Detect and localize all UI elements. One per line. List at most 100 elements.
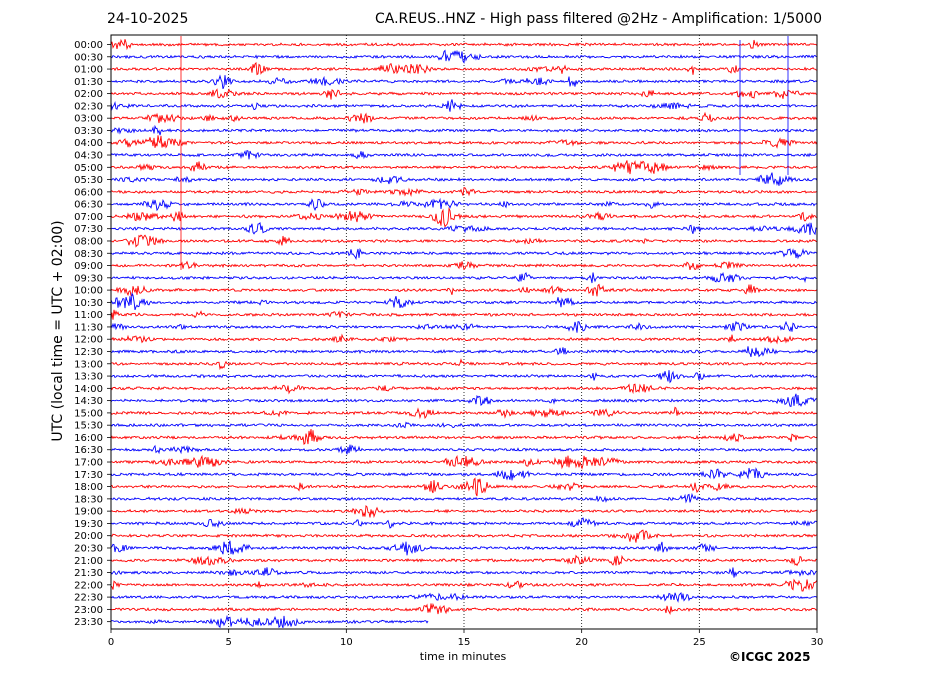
- y-tick-label: 14:30: [74, 396, 103, 407]
- trace-row-1530: [110, 421, 818, 429]
- trace-row-1330: [110, 370, 818, 384]
- y-tick-label: 21:30: [74, 568, 103, 579]
- x-axis: 0 5 10 15 20 25 30: [108, 629, 824, 648]
- trace-row-1430: [110, 393, 818, 407]
- trace-row-0100: [110, 61, 818, 76]
- y-tick-label: 19:30: [74, 519, 103, 530]
- trace-row-0930: [110, 271, 818, 284]
- trace-row-0130: [110, 74, 818, 90]
- grid-lines: [228, 35, 700, 629]
- y-tick-label: 09:30: [74, 273, 103, 284]
- y-tick-label: 12:30: [74, 347, 103, 358]
- x-tick-label: 15: [458, 637, 471, 648]
- y-tick-label: 21:00: [74, 556, 103, 567]
- trace-row-0300: [110, 111, 818, 124]
- y-tick-label: 13:30: [74, 372, 103, 383]
- copyright-credit: ©ICGC 2025: [729, 650, 811, 664]
- trace-row-2000: [110, 529, 817, 543]
- y-tick-label: 22:30: [74, 593, 103, 604]
- trace-row-0430: [110, 149, 818, 160]
- y-tick-label: 15:00: [74, 408, 103, 419]
- y-tick-label: 22:00: [74, 580, 103, 591]
- trace-row-1300: [110, 358, 818, 371]
- trace-row-1500: [110, 406, 818, 420]
- trace-row-1830: [110, 492, 818, 504]
- y-tick-label: 18:30: [74, 494, 103, 505]
- trace-row-1800: [110, 477, 817, 497]
- y-tick-label: 15:30: [74, 421, 103, 432]
- trace-row-2100: [110, 554, 818, 567]
- y-tick-label: 23:00: [74, 605, 103, 616]
- y-tick-label: 08:00: [74, 236, 103, 247]
- y-tick-label: 00:00: [74, 40, 103, 51]
- y-tick-label: 19:00: [74, 507, 103, 518]
- y-tick-label: 04:00: [74, 138, 103, 149]
- trace-row-1230: [110, 346, 818, 358]
- y-tick-label: 20:00: [74, 531, 103, 542]
- x-tick-label: 20: [575, 637, 588, 648]
- trace-row-0200: [110, 88, 818, 100]
- trace-row-1930: [110, 517, 818, 529]
- x-tick-label: 5: [225, 637, 231, 648]
- trace-row-0400: [110, 135, 818, 149]
- trace-row-1200: [110, 333, 817, 345]
- trace-row-0330: [110, 124, 818, 136]
- y-tick-label: 07:00: [74, 212, 103, 223]
- chart-title: CA.REUS..HNZ - High pass filtered @2Hz -…: [375, 11, 822, 27]
- trace-row-0800: [110, 234, 818, 248]
- y-tick-label: 16:30: [74, 445, 103, 456]
- trace-row-2330: [110, 614, 429, 629]
- trace-row-0730: [110, 222, 818, 236]
- y-tick-label: 04:30: [74, 151, 103, 162]
- trace-row-0900: [110, 260, 818, 271]
- y-tick-label: 00:30: [74, 52, 103, 63]
- trace-row-1700: [110, 454, 818, 470]
- y-tick-label: 16:00: [74, 433, 103, 444]
- y-tick-label: 06:00: [74, 187, 103, 198]
- trace-row-2130: [110, 567, 817, 578]
- trace-row-0530: [110, 172, 818, 186]
- y-axis-label: UTC (local time = UTC + 02:00): [50, 220, 66, 441]
- trace-row-2300: [110, 602, 818, 615]
- y-tick-label: 18:00: [74, 482, 103, 493]
- x-tick-label: 0: [108, 637, 114, 648]
- trace-row-2230: [110, 592, 818, 603]
- trace-row-1900: [110, 504, 818, 519]
- trace-row-0230: [110, 99, 818, 112]
- x-tick-label: 10: [340, 637, 353, 648]
- trace-row-0500: [110, 159, 818, 175]
- y-tick-label: 02:00: [74, 89, 103, 100]
- trace-row-1100: [110, 309, 818, 320]
- trace-row-1130: [110, 320, 818, 333]
- y-tick-label: 03:00: [74, 114, 103, 125]
- y-tick-label: 07:30: [74, 224, 103, 235]
- trace-row-0600: [110, 187, 818, 197]
- trace-row-1630: [110, 444, 818, 455]
- x-axis-label: time in minutes: [420, 650, 507, 663]
- trace-row-1400: [110, 383, 818, 395]
- trace-row-0000: [110, 38, 818, 51]
- trace-row-2200: [110, 578, 818, 592]
- trace-series: [110, 36, 818, 629]
- y-tick-label: 02:30: [74, 101, 103, 112]
- trace-row-1600: [110, 428, 818, 445]
- y-tick-label: 06:30: [74, 200, 103, 211]
- y-tick-label: 09:00: [74, 261, 103, 272]
- y-tick-label: 10:00: [74, 286, 103, 297]
- y-tick-label: 13:00: [74, 359, 103, 370]
- y-tick-label: 14:00: [74, 384, 103, 395]
- y-tick-label: 03:30: [74, 126, 103, 137]
- trace-row-2030: [110, 540, 818, 556]
- trace-row-0630: [110, 197, 818, 212]
- trace-row-0700: [110, 206, 818, 228]
- y-tick-label: 08:30: [74, 249, 103, 260]
- y-tick-label: 20:30: [74, 543, 103, 554]
- trace-row-1730: [110, 467, 818, 481]
- y-tick-label: 12:00: [74, 335, 103, 346]
- y-tick-label: 17:30: [74, 470, 103, 481]
- y-tick-label: 05:00: [74, 163, 103, 174]
- x-tick-label: 30: [811, 637, 824, 648]
- y-tick-label: 05:30: [74, 175, 103, 186]
